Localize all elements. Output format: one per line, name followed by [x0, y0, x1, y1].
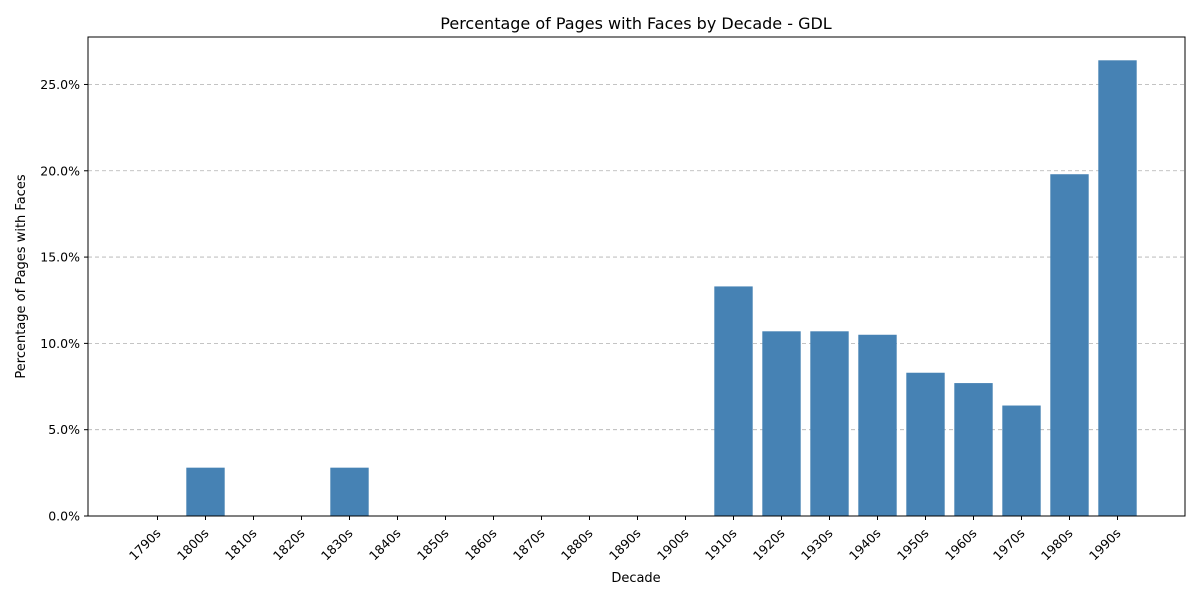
x-tick-label: 1810s	[222, 526, 260, 564]
x-tick-label: 1970s	[990, 526, 1028, 564]
x-tick-label: 1930s	[798, 526, 836, 564]
x-tick-label: 1920s	[750, 526, 788, 564]
x-axis-ticks: 1790s 1800s 1810s 1820s 1830s 1840s 1850s 1860s…	[126, 516, 1124, 563]
y-tick-label: 5.0%	[48, 422, 80, 437]
x-tick-label: 1820s	[270, 526, 308, 564]
plot-frame	[87, 36, 1186, 517]
x-tick-label: 1830s	[318, 526, 356, 564]
x-tick-label: 1990s	[1086, 526, 1124, 564]
y-tick-label: 25.0%	[40, 77, 80, 92]
bar-1930s	[810, 331, 849, 516]
chart-title: Percentage of Pages with Faces by Decade…	[440, 14, 832, 33]
bar-1950s	[906, 372, 945, 516]
y-axis-label: Percentage of Pages with Faces	[14, 174, 29, 378]
x-tick-label: 1960s	[942, 526, 980, 564]
bar-1830s	[330, 467, 369, 516]
x-tick-label: 1900s	[654, 526, 692, 564]
bar-1800s	[186, 467, 225, 516]
y-tick-label: 15.0%	[40, 250, 80, 265]
x-tick-label: 1840s	[366, 526, 404, 564]
y-axis-ticks: 0.0% 5.0% 10.0% 15.0% 20.0% 25.0%	[40, 77, 88, 524]
x-tick-label: 1860s	[462, 526, 500, 564]
y-tick-label: 0.0%	[48, 509, 80, 524]
x-tick-label: 1890s	[606, 526, 644, 564]
x-tick-label: 1800s	[174, 526, 212, 564]
x-tick-label: 1910s	[702, 526, 740, 564]
x-axis-label: Decade	[611, 571, 660, 586]
bar-1960s	[954, 383, 993, 516]
bar-1940s	[858, 334, 897, 516]
bars	[186, 60, 1137, 516]
x-tick-label: 1850s	[414, 526, 452, 564]
x-tick-label: 1980s	[1038, 526, 1076, 564]
bar-1980s	[1050, 174, 1089, 516]
y-tick-label: 20.0%	[40, 163, 80, 178]
x-tick-label: 1870s	[510, 526, 548, 564]
y-tick-label: 10.0%	[40, 336, 80, 351]
x-tick-label: 1940s	[846, 526, 884, 564]
bar-1990s	[1098, 60, 1137, 516]
x-tick-label: 1880s	[558, 526, 596, 564]
bar-1910s	[714, 286, 753, 516]
bar-1970s	[1002, 405, 1041, 516]
x-tick-label: 1950s	[894, 526, 932, 564]
x-tick-label: 1790s	[126, 526, 164, 564]
bar-1920s	[762, 331, 801, 516]
